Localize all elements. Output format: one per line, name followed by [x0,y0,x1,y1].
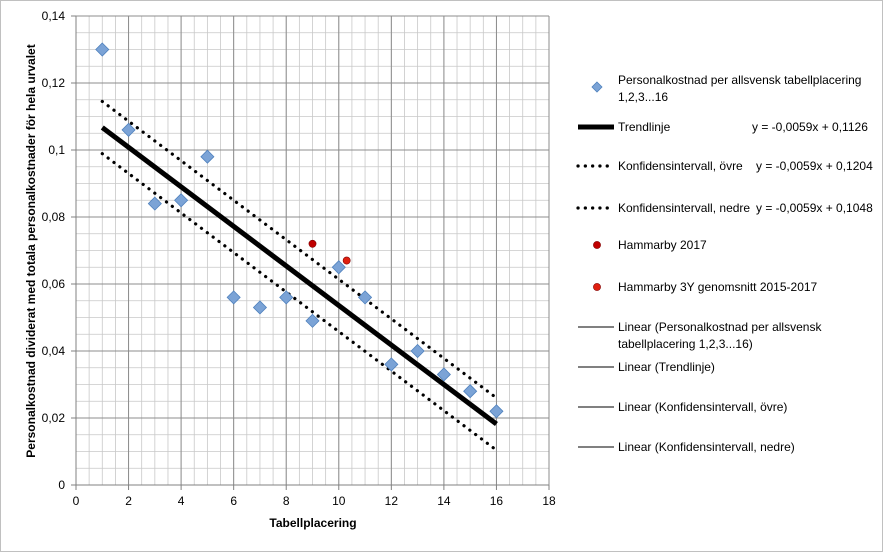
data-point [200,149,215,164]
x-tick-label: 4 [178,494,185,508]
data-point [226,290,241,305]
data-point [331,260,346,275]
tick-labels: 0 2 4 6 8 10 12 14 16 18 0 0,02 0,04 0,06 0,08 0,1 0,12 0… [42,9,556,508]
legend-label: Trendlinje [618,120,671,134]
legend-symbol-circle [593,283,601,291]
axes [71,15,550,490]
data-point-circle [342,256,351,265]
y-tick-label: 0,14 [42,9,66,23]
y-tick-label: 0,1 [48,143,65,157]
data-point [410,343,425,359]
legend-item: Konfidensintervall, övre y = -0,0059x + 0… [576,159,873,173]
y-tick-label: 0,06 [42,277,66,291]
legend-label-line: 1,2,3...16 [618,90,668,104]
x-tick-label: 18 [542,494,556,508]
x-axis-title: Tabellplacering [269,516,356,530]
legend-equation: y = -0,0059x + 0,1126 [752,120,868,134]
x-tick-label: 2 [125,494,132,508]
series-layer [95,42,504,452]
x-tick-label: 14 [437,494,451,508]
legend-item: Linear (Personalkostnad per allsvensk tab… [578,320,822,351]
axis-titles: Tabellplacering Personalkostnad dividera… [24,44,357,530]
x-tick-label: 10 [332,494,346,508]
x-tick-label: 8 [283,494,290,508]
data-point [384,357,399,372]
legend-label: Konfidensintervall, nedre [618,201,750,215]
legend-label: Linear (Konfidensintervall, övre) [618,400,787,414]
data-point [357,290,373,305]
y-tick-label: 0,08 [42,210,66,224]
data-point [463,384,478,399]
legend-label: Hammarby 2017 [618,238,707,252]
x-tick-label: 12 [385,494,399,508]
legend-label-line: tabellplacering 1,2,3...16) [618,337,753,351]
data-point [279,290,294,305]
y-tick-label: 0,04 [42,344,66,358]
legend-equation: y = -0,0059x + 0,1048 [756,201,873,215]
x-tick-label: 0 [73,494,80,508]
legend-label: Linear (Trendlinje) [618,360,715,374]
y-tick-label: 0,12 [42,76,66,90]
data-point [95,42,110,57]
data-point [305,313,320,328]
x-tick-label: 16 [490,494,504,508]
legend-symbol-circle [593,241,601,249]
data-point [121,122,136,137]
x-tick-label: 6 [230,494,237,508]
series-line [100,125,498,427]
legend-label: Konfidensintervall, övre [618,159,743,173]
y-tick-label: 0,02 [42,411,66,425]
legend-label-line: Linear (Personalkostnad per allsvensk [618,320,822,334]
legend-label-line: Personalkostnad per allsvensk tabellplac… [618,73,861,87]
legend: Personalkostnad per allsvensk tabellplac… [576,73,873,454]
legend-equation: y = -0,0059x + 0,1204 [756,159,873,173]
data-point-circle [308,239,317,248]
legend-item: Trendlinje y = -0,0059x + 0,1126 [578,120,868,134]
legend-item: Konfidensintervall, nedre y = -0,0059x + … [576,201,873,215]
legend-item: Hammarby 2017 [593,238,707,252]
y-tick-label: 0 [58,478,65,492]
data-point [174,193,189,208]
data-point [436,367,451,382]
legend-item: Linear (Konfidensintervall, nedre) [578,440,795,454]
data-point [489,404,504,419]
legend-item: Personalkostnad per allsvensk tabellplac… [591,73,861,104]
legend-label: Linear (Personalkostnad per allsvensk tab… [618,320,822,351]
data-point [147,196,162,211]
grid-lines [75,15,550,486]
y-axis-title: Personalkostnad dividerat med totala per… [24,44,38,457]
legend-item: Linear (Trendlinje) [578,360,715,374]
legend-label: Personalkostnad per allsvensk tabellplac… [618,73,861,104]
legend-item: Linear (Konfidensintervall, övre) [578,400,787,414]
legend-item: Hammarby 3Y genomsnitt 2015-2017 [593,280,818,294]
legend-label: Linear (Konfidensintervall, nedre) [618,440,795,454]
data-point [252,300,268,315]
series-line [100,152,499,452]
legend-label: Hammarby 3Y genomsnitt 2015-2017 [618,280,818,294]
legend-symbol-diamond [591,81,603,93]
series-line [100,99,499,400]
